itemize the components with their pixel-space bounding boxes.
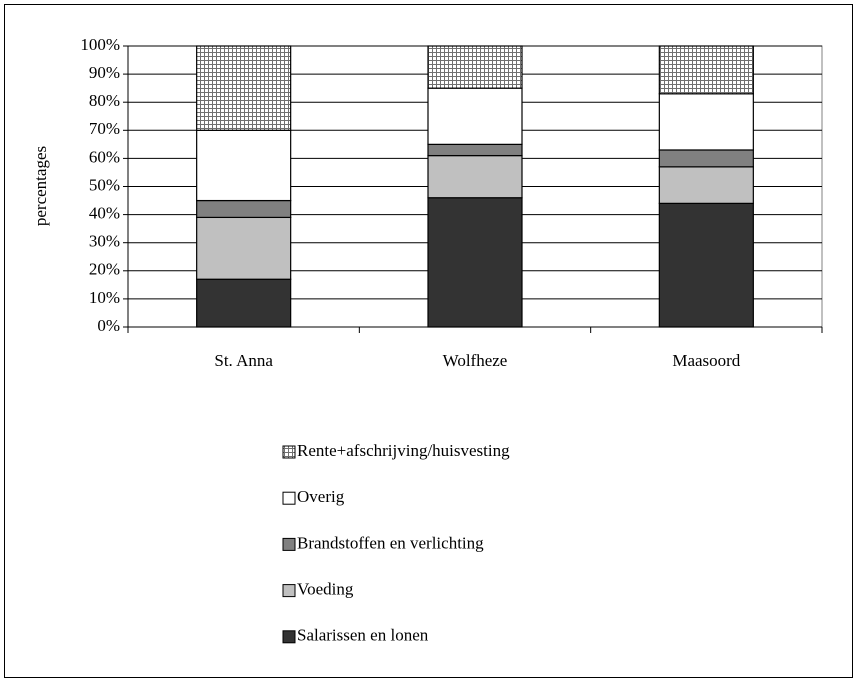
bar-segment <box>427 154 523 199</box>
legend-label: Brandstoffen en verlichting <box>297 533 484 552</box>
y-tick-label: 0% <box>97 316 120 335</box>
legend-label: Rente+afschrijving/huisvesting <box>297 441 510 460</box>
x-tick-label: St. Anna <box>214 351 273 370</box>
bar-segment <box>196 216 292 280</box>
bar-segment <box>427 87 523 145</box>
y-tick-label: 80% <box>89 91 120 110</box>
y-tick-label: 70% <box>89 119 120 138</box>
legend-label: Overig <box>297 487 345 506</box>
x-tick-label: Wolfheze <box>443 351 508 370</box>
bar-segment <box>196 199 292 219</box>
bar-segment <box>658 149 754 168</box>
y-tick-label: 10% <box>89 288 120 307</box>
legend-label: Voeding <box>297 580 354 599</box>
bar-segment <box>427 143 523 157</box>
y-tick-label: 30% <box>89 232 120 251</box>
legend-swatch <box>282 445 296 459</box>
legend-swatch <box>282 584 296 598</box>
bar-segment <box>196 278 292 328</box>
y-tick-label: 90% <box>89 63 120 82</box>
bar-segment <box>658 93 754 151</box>
bar-segment <box>427 197 523 328</box>
x-tick-label: Maasoord <box>672 351 740 370</box>
y-tick-label: 20% <box>89 260 120 279</box>
legend-swatch <box>282 537 296 551</box>
bar-segment <box>658 202 754 328</box>
bar-segment <box>427 45 523 89</box>
legend-swatch <box>282 630 296 644</box>
y-tick-label: 40% <box>89 204 120 223</box>
bar-segment <box>196 45 292 131</box>
bar-segment <box>196 129 292 202</box>
legend-swatch <box>282 491 296 505</box>
legend-label: Salarissen en lonen <box>297 626 429 645</box>
y-axis-label: percentages <box>31 146 50 226</box>
y-tick-label: 50% <box>89 175 120 194</box>
y-tick-label: 100% <box>80 35 120 54</box>
bar-segment <box>658 45 754 95</box>
bar-segment <box>658 166 754 204</box>
y-tick-label: 60% <box>89 147 120 166</box>
